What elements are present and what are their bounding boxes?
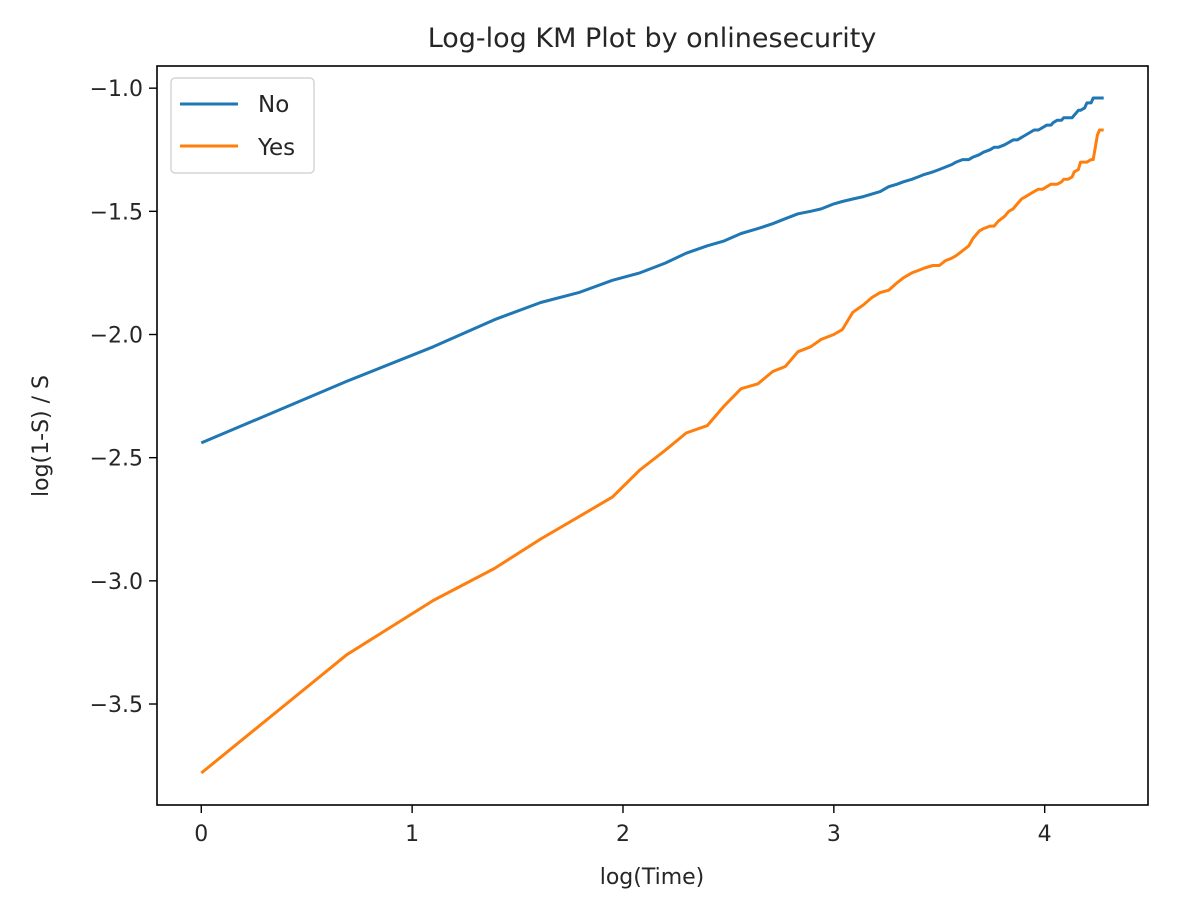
- x-tick-label: 1: [405, 822, 419, 847]
- x-axis-ticks: 0 1 2 3 4: [194, 805, 1052, 847]
- y-axis-ticks: −1.0 −1.5 −2.0 −2.5 −3.0 −3.5: [90, 77, 157, 718]
- legend-box: [170, 77, 315, 174]
- chart-title: Log-log KM Plot by onlinesecurity: [428, 23, 877, 54]
- y-tick-label: −1.5: [90, 200, 143, 225]
- series-layer: [200, 96, 1104, 775]
- x-tick-label: 2: [616, 822, 630, 847]
- y-tick-label: −2.5: [90, 447, 143, 472]
- y-tick-label: −1.0: [90, 77, 143, 102]
- series-line-yes: [200, 128, 1104, 775]
- plot-frame: [156, 65, 1149, 806]
- y-tick-label: −3.0: [90, 570, 143, 595]
- y-tick-label: −2.0: [90, 324, 143, 349]
- legend-label-no: No: [258, 92, 289, 118]
- series-line-no: [200, 96, 1104, 445]
- x-axis-title: log(Time): [600, 865, 705, 890]
- plot-area: [156, 65, 1149, 806]
- y-tick-label: −3.5: [90, 693, 143, 718]
- legend: No Yes: [170, 77, 315, 174]
- x-tick-label: 3: [827, 822, 841, 847]
- y-axis-title: log(1-S) / S: [29, 375, 54, 497]
- x-tick-label: 0: [194, 822, 208, 847]
- x-tick-label: 4: [1038, 822, 1052, 847]
- legend-label-yes: Yes: [257, 135, 295, 161]
